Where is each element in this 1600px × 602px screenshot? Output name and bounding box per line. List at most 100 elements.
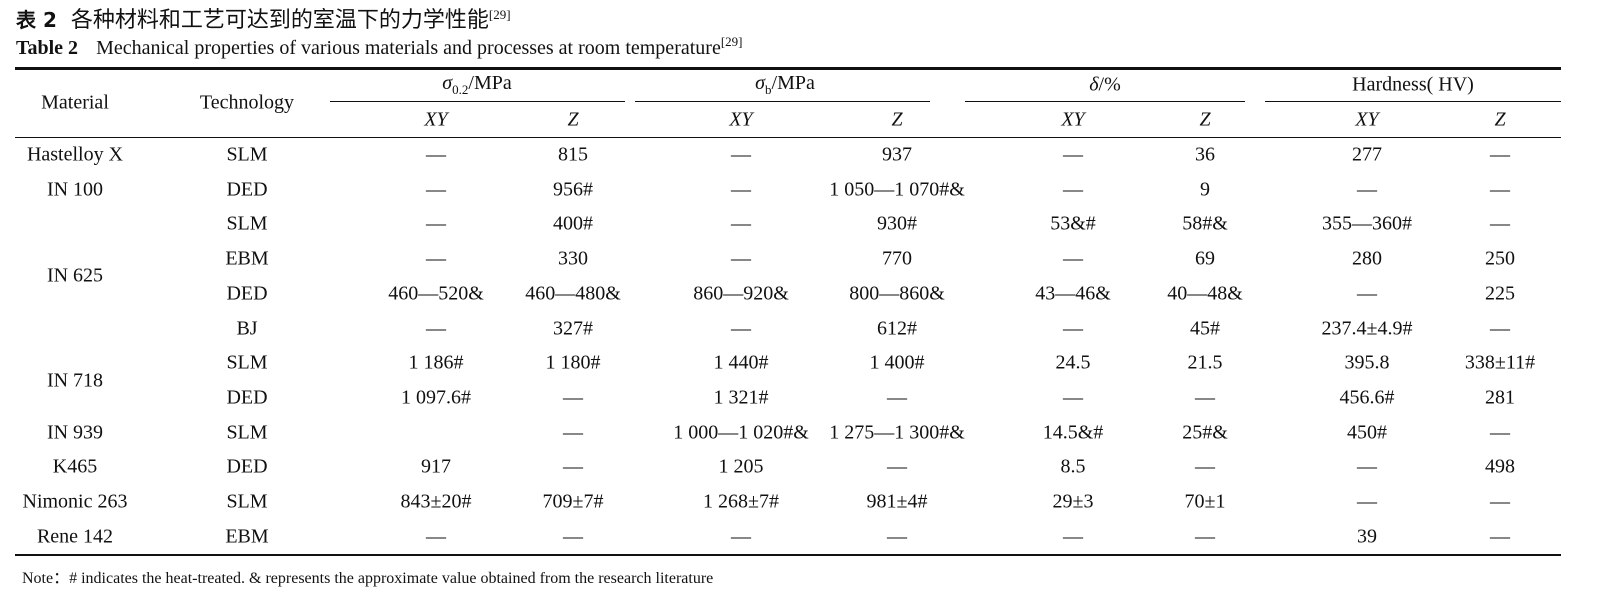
table-note: Note：# indicates the heat-treated. & rep…: [22, 570, 714, 587]
material-cell: IN 939: [46, 421, 104, 444]
value-cell: —: [426, 317, 446, 339]
header-group: Hardness( HV): [1352, 74, 1474, 97]
value-cell: —: [1063, 143, 1083, 166]
value-cell: 36: [1195, 143, 1215, 166]
value-cell: 1 050—1 070#&: [829, 178, 965, 201]
value-cell: 1 000—1 020#&: [673, 421, 809, 444]
value-cell: 330: [558, 247, 588, 270]
value-cell: 1 205: [718, 455, 764, 478]
material-cell: Hastelloy X: [26, 143, 124, 166]
value-cell: —: [731, 317, 751, 339]
value-cell: —: [1063, 525, 1083, 548]
value-cell: —: [731, 178, 751, 201]
value-cell: 770: [882, 247, 912, 270]
value-cell: 355—360#: [1322, 212, 1412, 235]
group-rule-yield: [330, 101, 625, 102]
technology-cell: DED: [226, 282, 268, 305]
technology-cell: SLM: [226, 212, 268, 235]
header-group: σb/MPa: [755, 72, 815, 98]
value-cell: 1 180#: [545, 351, 601, 374]
value-cell: 9: [1200, 178, 1210, 201]
group-symbol: Hardness( HV): [1352, 73, 1474, 96]
value-cell: 338±11#: [1464, 351, 1536, 374]
technology-cell: DED: [226, 455, 268, 478]
value-cell: —: [887, 455, 907, 478]
value-cell: —: [1063, 178, 1083, 201]
value-cell: —: [887, 386, 907, 409]
caption-title-cn: 各种材料和工艺可达到的室温下的力学性能: [70, 7, 489, 32]
value-cell: 1 097.6#: [401, 386, 471, 409]
value-cell: 456.6#: [1339, 386, 1395, 409]
group-subscript: b: [765, 82, 772, 97]
value-cell: 981±4#: [866, 490, 928, 513]
material-cell: IN 100: [46, 178, 104, 201]
material-cell: IN 625: [46, 264, 104, 287]
value-cell: 956#: [553, 178, 593, 201]
value-cell: —: [1490, 421, 1510, 444]
material-cell: K465: [52, 455, 98, 478]
value-cell: 400#: [553, 212, 593, 235]
caption-chinese: 表 2 各种材料和工艺可达到的室温下的力学性能[29]: [16, 2, 511, 34]
caption-english: Table 2 Mechanical properties of various …: [16, 34, 743, 60]
value-cell: 70±1: [1184, 490, 1226, 513]
value-cell: 8.5: [1060, 455, 1086, 478]
subheader-z: Z: [1494, 108, 1506, 131]
caption-ref-en: [29]: [720, 34, 743, 49]
group-unit: /%: [1098, 73, 1121, 96]
value-cell: —: [426, 212, 446, 235]
value-cell: —: [731, 143, 751, 166]
technology-cell: SLM: [226, 421, 268, 444]
technology-cell: DED: [226, 178, 268, 201]
technology-cell: EBM: [225, 525, 269, 548]
caption-title-en: Mechanical properties of various materia…: [96, 37, 721, 59]
value-cell: —: [1490, 212, 1510, 235]
group-rule-tensile: [635, 101, 930, 102]
value-cell: —: [887, 525, 907, 548]
value-cell: —: [1195, 525, 1215, 548]
value-cell: 800—860&: [849, 282, 945, 305]
value-cell: —: [563, 421, 583, 444]
value-cell: 29±3: [1052, 490, 1094, 513]
value-cell: —: [1490, 490, 1510, 513]
technology-cell: SLM: [226, 351, 268, 374]
value-cell: 930#: [877, 212, 917, 235]
value-cell: 917: [421, 455, 451, 478]
value-cell: 40—48&: [1167, 282, 1243, 305]
value-cell: —: [426, 525, 446, 548]
header-technology: Technology: [199, 91, 295, 114]
value-cell: —: [1195, 386, 1215, 409]
value-cell: 277: [1352, 143, 1382, 166]
value-cell: 1 275—1 300#&: [829, 421, 965, 444]
value-cell: —: [1357, 282, 1377, 305]
value-cell: 25#&: [1182, 421, 1228, 444]
value-cell: 250: [1485, 247, 1515, 270]
value-cell: 53&#: [1050, 212, 1096, 235]
value-cell: 45#: [1190, 317, 1220, 339]
header-rule: [15, 137, 1561, 138]
value-cell: —: [1490, 317, 1510, 339]
subheader-z: Z: [891, 108, 903, 131]
group-symbol: σ: [442, 72, 453, 94]
header-group: δ/%: [1089, 74, 1121, 97]
value-cell: —: [563, 386, 583, 409]
value-cell: 1 268±7#: [703, 490, 779, 513]
value-cell: 460—480&: [525, 282, 621, 305]
value-cell: 860—920&: [693, 282, 789, 305]
group-subscript: 0.2: [452, 82, 469, 97]
value-cell: 280: [1352, 247, 1382, 270]
group-unit: /MPa: [468, 72, 512, 94]
value-cell: 1 400#: [869, 351, 925, 374]
value-cell: 43—46&: [1035, 282, 1111, 305]
subheader-z: Z: [1199, 108, 1211, 131]
value-cell: 709±7#: [542, 490, 604, 513]
caption-label-cn: 表 2: [16, 8, 57, 32]
subheader-xy: XY: [424, 108, 448, 131]
value-cell: —: [1063, 247, 1083, 270]
technology-cell: EBM: [225, 247, 269, 270]
header-material: Material: [41, 91, 109, 114]
technology-cell: SLM: [226, 143, 268, 166]
value-cell: —: [1063, 386, 1083, 409]
subheader-xy: XY: [729, 108, 753, 131]
value-cell: 843±20#: [400, 490, 472, 513]
top-rule: [15, 67, 1561, 70]
